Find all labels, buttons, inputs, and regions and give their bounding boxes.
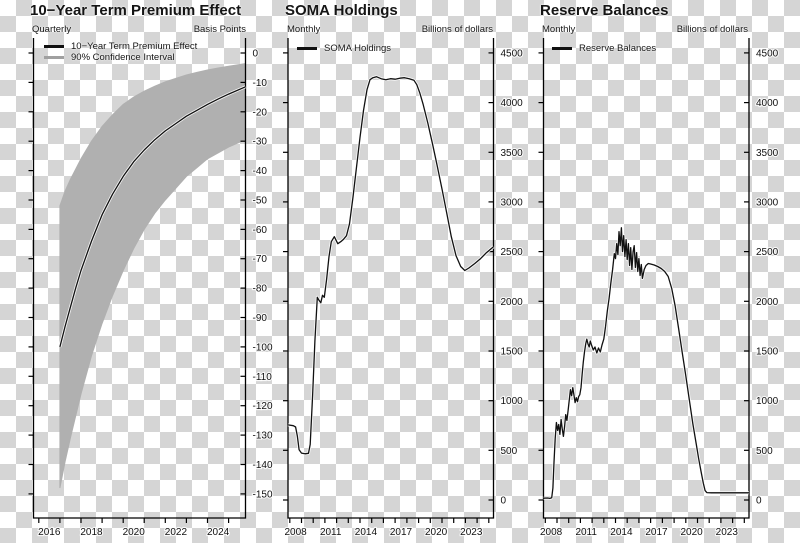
svg-text:2018: 2018 — [80, 527, 103, 538]
term-premium-legend: 10−Year Term Premium Effect 90% Confiden… — [44, 41, 197, 63]
svg-text:2011: 2011 — [320, 527, 342, 538]
svg-text:2500: 2500 — [756, 247, 779, 258]
svg-text:-10: -10 — [253, 78, 268, 89]
svg-text:0: 0 — [253, 49, 259, 60]
svg-text:-120: -120 — [253, 401, 273, 412]
svg-text:-20: -20 — [253, 107, 268, 118]
soma-legend: SOMA Holdings — [297, 43, 391, 54]
legend-label-term-premium: 10−Year Term Premium Effect — [71, 41, 198, 52]
svg-text:4500: 4500 — [501, 48, 524, 59]
svg-text:-50: -50 — [253, 196, 268, 207]
term-premium-frequency-label: Quarterly — [32, 24, 72, 35]
svg-text:-100: -100 — [253, 342, 273, 353]
svg-text:4000: 4000 — [501, 98, 524, 109]
svg-text:0: 0 — [501, 496, 507, 507]
reserves-line-swatch — [552, 47, 572, 50]
svg-text:2020: 2020 — [425, 527, 448, 538]
svg-text:2020: 2020 — [123, 527, 146, 538]
reserves-chart-title: Reserve Balances — [540, 2, 669, 19]
svg-text:-40: -40 — [253, 166, 268, 177]
svg-text:2014: 2014 — [355, 527, 378, 538]
svg-text:1500: 1500 — [756, 347, 779, 358]
reserves-unit-label: Billions of dollars — [676, 24, 748, 35]
legend-item-confidence-interval: 90% Confidence Interval — [44, 52, 197, 63]
svg-text:2011: 2011 — [575, 527, 597, 538]
svg-text:3000: 3000 — [501, 197, 524, 208]
svg-text:1000: 1000 — [756, 396, 779, 407]
svg-text:2008: 2008 — [284, 527, 307, 538]
svg-text:-30: -30 — [253, 137, 268, 148]
reserves-frequency-label: Monthly — [542, 24, 576, 35]
svg-text:-150: -150 — [253, 489, 273, 500]
term-premium-corner-labels: Quarterly Basis Points — [32, 23, 246, 35]
svg-text:4500: 4500 — [756, 48, 779, 59]
svg-text:2024: 2024 — [207, 527, 230, 538]
svg-text:-110: -110 — [253, 372, 273, 383]
svg-text:2500: 2500 — [501, 247, 524, 258]
reserves-legend: Reserve Balances — [552, 43, 656, 54]
svg-text:1000: 1000 — [501, 396, 524, 407]
soma-chart-title: SOMA Holdings — [285, 2, 398, 19]
svg-text:500: 500 — [501, 446, 518, 457]
svg-text:1500: 1500 — [501, 347, 524, 358]
svg-text:2014: 2014 — [610, 527, 633, 538]
legend-label-soma: SOMA Holdings — [324, 43, 392, 54]
svg-text:2022: 2022 — [165, 527, 188, 538]
confidence-interval-line-swatch — [44, 56, 64, 59]
soma-corner-labels: Monthly Billions of dollars — [287, 23, 493, 35]
svg-text:4000: 4000 — [756, 98, 779, 109]
svg-text:2000: 2000 — [756, 297, 779, 308]
svg-text:3000: 3000 — [756, 197, 779, 208]
svg-text:-70: -70 — [253, 254, 268, 265]
svg-text:2016: 2016 — [38, 527, 61, 538]
legend-item-soma: SOMA Holdings — [297, 43, 391, 54]
svg-text:2017: 2017 — [645, 527, 668, 538]
svg-text:0: 0 — [756, 496, 762, 507]
legend-item-term-premium: 10−Year Term Premium Effect — [44, 41, 197, 52]
svg-text:2000: 2000 — [501, 297, 524, 308]
soma-frequency-label: Monthly — [287, 24, 321, 35]
svg-text:2023: 2023 — [716, 527, 739, 538]
svg-text:-140: -140 — [253, 460, 273, 471]
svg-text:3500: 3500 — [501, 148, 524, 159]
legend-label-reserves: Reserve Balances — [579, 43, 657, 54]
term-premium-unit-label: Basis Points — [193, 24, 246, 35]
svg-text:2008: 2008 — [540, 527, 563, 538]
svg-text:-60: -60 — [253, 225, 268, 236]
legend-item-reserves: Reserve Balances — [552, 43, 656, 54]
term-premium-chart-title: 10−Year Term Premium Effect — [30, 2, 242, 19]
soma-unit-label: Billions of dollars — [421, 24, 493, 35]
svg-text:-130: -130 — [253, 431, 273, 442]
svg-text:2023: 2023 — [460, 527, 483, 538]
term-premium-line-swatch — [44, 45, 64, 48]
svg-text:2017: 2017 — [390, 527, 413, 538]
svg-text:500: 500 — [756, 446, 773, 457]
legend-label-confidence-interval: 90% Confidence Interval — [71, 52, 175, 63]
svg-text:-90: -90 — [253, 313, 268, 324]
svg-text:3500: 3500 — [756, 148, 779, 159]
reserves-corner-labels: Monthly Billions of dollars — [542, 23, 748, 35]
svg-text:-80: -80 — [253, 284, 268, 295]
svg-text:2020: 2020 — [680, 527, 703, 538]
soma-line-swatch — [297, 47, 317, 50]
